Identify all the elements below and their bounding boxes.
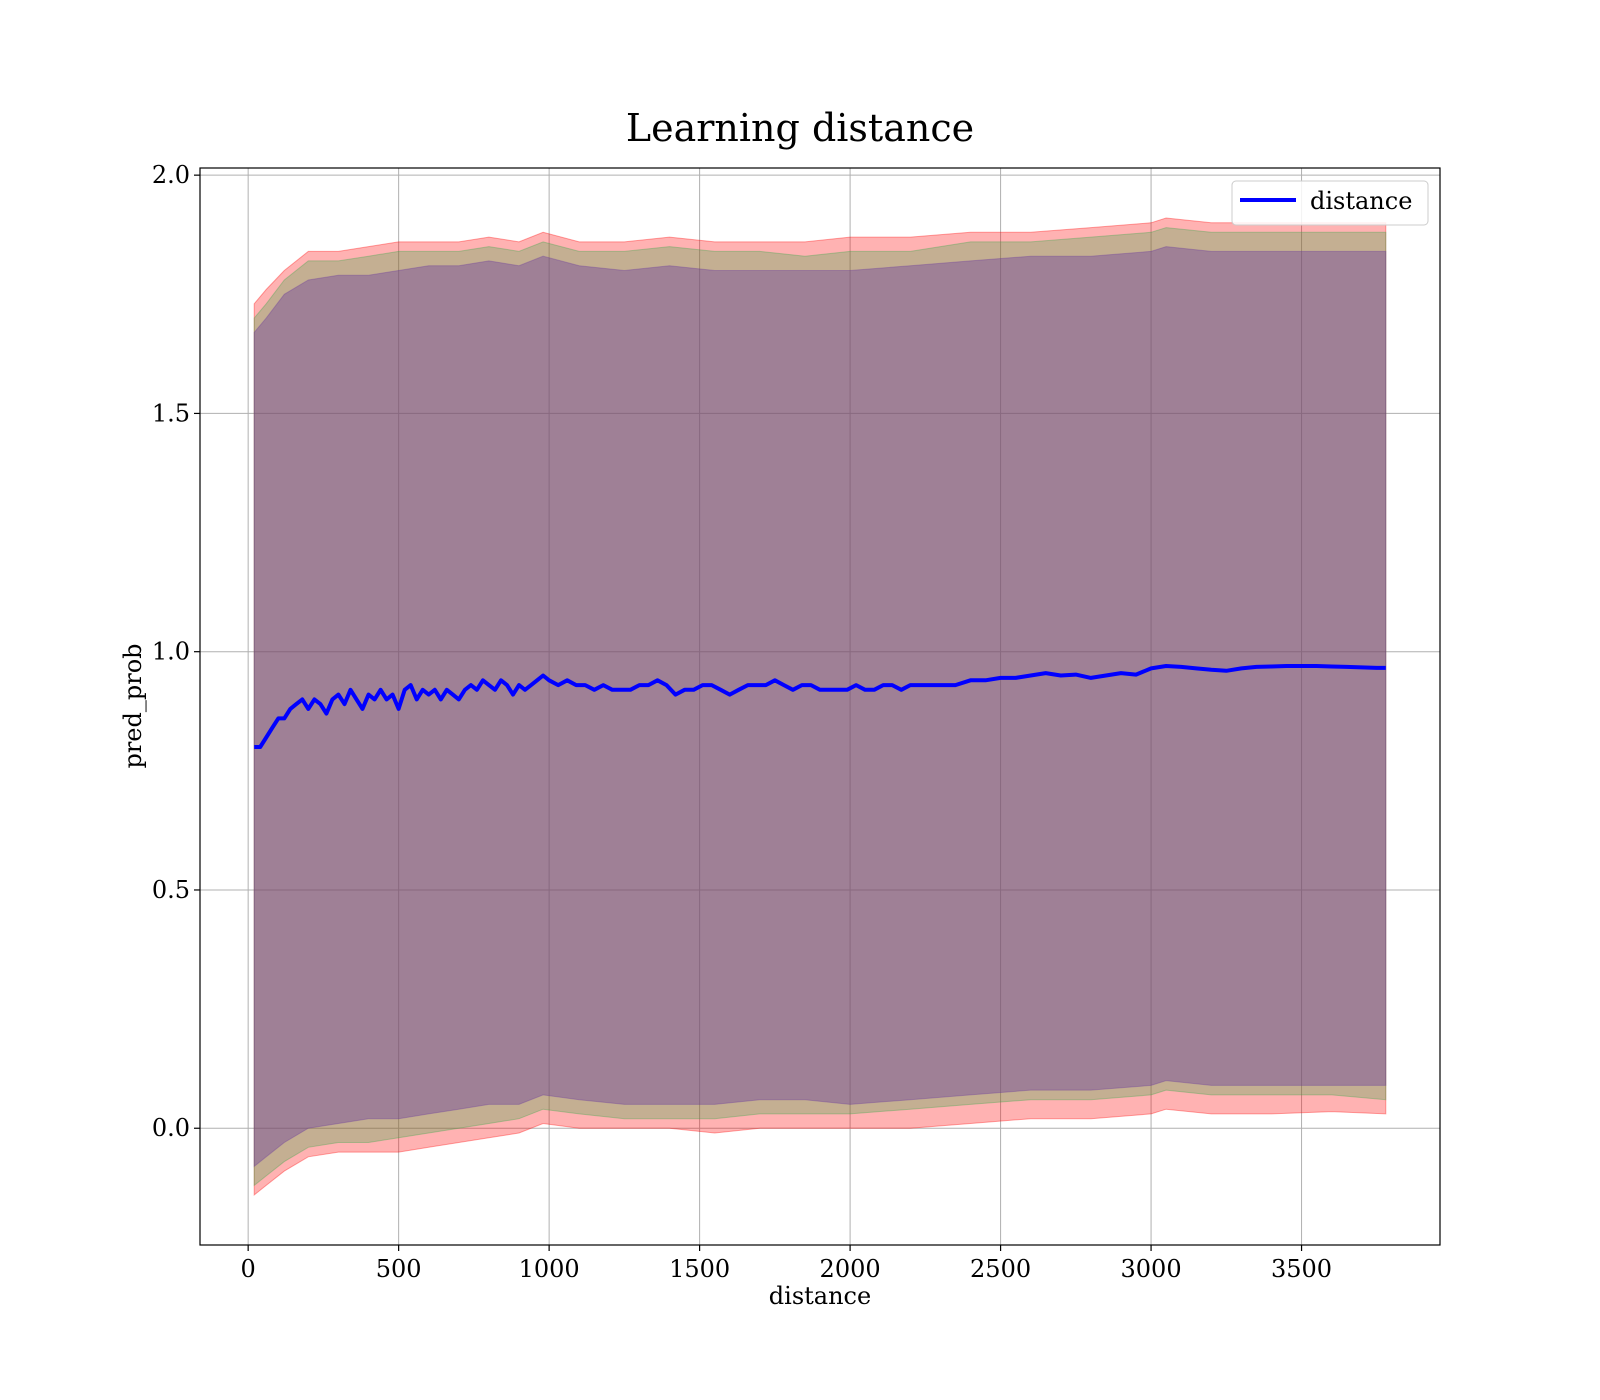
y-tick-label: 0.5	[152, 876, 190, 904]
inner-band	[253, 246, 1387, 1168]
series-lines	[254, 664, 1386, 749]
x-tick-label: 0	[241, 1255, 256, 1283]
x-tick-label: 2500	[970, 1255, 1031, 1283]
x-tick-label: 3500	[1271, 1255, 1332, 1283]
legend-label: distance	[1310, 187, 1412, 215]
y-tick-label: 2.0	[152, 161, 190, 189]
legend: distance	[1231, 180, 1429, 226]
x-tick-label: 1500	[669, 1255, 730, 1283]
chart-title: Learning distance	[626, 106, 974, 150]
y-tick-label: 0.0	[152, 1114, 190, 1142]
plot-frame	[199, 167, 1441, 1246]
x-axis-label: distance	[769, 1282, 871, 1310]
x-tick-label: 2000	[820, 1255, 881, 1283]
series-line-distance	[254, 664, 1386, 749]
y-tick-label: 1.0	[152, 638, 190, 666]
legend-box	[1231, 180, 1429, 226]
middle-band	[253, 227, 1387, 1187]
confidence-bands	[253, 217, 1387, 1197]
x-tick-label: 3000	[1121, 1255, 1182, 1283]
x-tick-label: 500	[376, 1255, 422, 1283]
x-axis-ticks: 0 500 1000 1500 2000 2500 3000 3500	[241, 1245, 1332, 1283]
x-tick-label: 1000	[519, 1255, 580, 1283]
y-axis-ticks: 0.0 0.5 1.0 1.5 2.0	[152, 161, 200, 1142]
y-tick-label: 1.5	[152, 399, 190, 427]
outer-band	[253, 217, 1387, 1197]
grid-lines	[200, 168, 1440, 1245]
y-axis-label: pred_prob	[119, 643, 147, 768]
